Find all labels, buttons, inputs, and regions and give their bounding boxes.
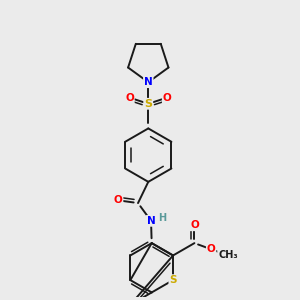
Text: N: N	[147, 216, 155, 226]
Text: O: O	[114, 195, 122, 205]
Text: O: O	[190, 220, 199, 230]
Text: O: O	[125, 93, 134, 103]
Text: S: S	[169, 275, 177, 285]
Text: H: H	[158, 213, 166, 223]
Text: N: N	[144, 77, 153, 87]
Text: O: O	[207, 244, 215, 254]
Text: O: O	[163, 93, 172, 103]
Text: CH₃: CH₃	[218, 250, 238, 260]
Text: S: S	[144, 99, 152, 109]
